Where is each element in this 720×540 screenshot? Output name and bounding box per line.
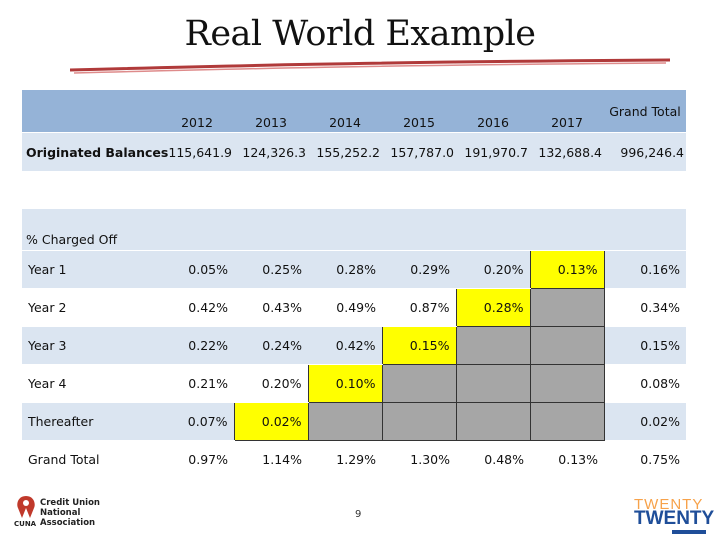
pct-cell: 0.05%	[160, 250, 234, 289]
logo-bar	[672, 530, 706, 534]
header-blank	[22, 90, 160, 133]
pct-cell: 0.25%	[234, 250, 308, 289]
balance-cell: 124,326.3	[234, 132, 308, 172]
pct-cell: 0.49%	[308, 288, 382, 327]
twenty-twenty-logo: TWENTY TWENTY	[634, 496, 714, 534]
balance-cell: 115,641.9	[160, 132, 234, 172]
pct-cell: 0.28%	[308, 250, 382, 289]
pct-cell: 0.87%	[382, 288, 456, 327]
pct-cell: 0.08%	[604, 364, 686, 403]
pct-cell: 1.29%	[308, 440, 382, 479]
pct-cell-highlighted: 0.13%	[529, 250, 605, 289]
pct-cell: 0.15%	[604, 326, 686, 365]
balance-cell: 191,970.7	[456, 132, 530, 172]
pct-cell-highlighted: 0.28%	[455, 288, 531, 327]
empty-cell	[529, 364, 605, 403]
pct-cell-highlighted: 0.15%	[381, 326, 457, 365]
empty-cell	[455, 402, 531, 441]
charged-off-heading-row: % Charged Off	[22, 208, 686, 251]
pct-cell: 0.13%	[530, 440, 604, 479]
pct-cell-highlighted: 0.02%	[233, 402, 309, 441]
balance-cell: 157,787.0	[382, 132, 456, 172]
cuna-mark-icon	[17, 496, 35, 518]
empty-cell	[529, 326, 605, 365]
cuna-logo: Credit Union National Association CUNA	[14, 494, 104, 534]
balance-cell: 132,688.4	[530, 132, 604, 172]
charge-off-table: 2012 2013 2014 2015 2016 2017 Grand Tota…	[22, 90, 686, 479]
pct-cell: 0.75%	[604, 440, 686, 479]
section-label: % Charged Off	[22, 208, 686, 251]
empty-cell	[381, 402, 457, 441]
pct-cell: 0.24%	[234, 326, 308, 365]
pct-cell: 1.14%	[234, 440, 308, 479]
page-number: 9	[355, 509, 362, 520]
table-row: Thereafter 0.07% 0.02% 0.02%	[22, 402, 686, 441]
cuna-logo-text: Credit Union National Association	[40, 498, 100, 528]
pct-cell: 0.42%	[308, 326, 382, 365]
row-label: Thereafter	[22, 402, 160, 441]
header-grand-total: Grand Total	[604, 90, 686, 133]
originated-balances-row: Originated Balances 115,641.9 124,326.3 …	[22, 132, 686, 172]
pct-cell: 0.02%	[604, 402, 686, 441]
empty-cell	[381, 364, 457, 403]
row-label: Year 1	[22, 250, 160, 289]
empty-cell	[455, 364, 531, 403]
empty-cell	[455, 326, 531, 365]
pct-cell-highlighted: 0.10%	[307, 364, 383, 403]
pct-cell: 0.22%	[160, 326, 234, 365]
logo-text-top: TWENTY	[634, 496, 704, 513]
pct-cell: 0.29%	[382, 250, 456, 289]
header-year: 2015	[382, 90, 456, 133]
pct-cell: 0.07%	[160, 402, 234, 441]
spacer-row	[22, 171, 686, 209]
table-row: Year 2 0.42% 0.43% 0.49% 0.87% 0.28% 0.3…	[22, 288, 686, 327]
balance-cell: 155,252.2	[308, 132, 382, 172]
header-year: 2013	[234, 90, 308, 133]
logo-text-bottom: TWENTY	[634, 508, 715, 529]
table-row: Year 3 0.22% 0.24% 0.42% 0.15% 0.15%	[22, 326, 686, 365]
empty-cell	[529, 402, 605, 441]
row-label: Year 3	[22, 326, 160, 365]
slide-title: Real World Example	[184, 14, 536, 54]
cuna-logo-short: CUNA	[14, 520, 37, 528]
pct-cell: 0.20%	[456, 250, 530, 289]
header-year: 2012	[160, 90, 234, 133]
pct-cell: 0.97%	[160, 440, 234, 479]
grand-total-row: Grand Total 0.97% 1.14% 1.29% 1.30% 0.48…	[22, 440, 686, 479]
pct-cell: 0.42%	[160, 288, 234, 327]
header-year: 2017	[530, 90, 604, 133]
pct-cell: 0.21%	[160, 364, 234, 403]
empty-cell	[307, 402, 383, 441]
pct-cell: 0.34%	[604, 288, 686, 327]
row-label: Year 2	[22, 288, 160, 327]
header-row: 2012 2013 2014 2015 2016 2017 Grand Tota…	[22, 90, 686, 133]
pct-cell: 0.20%	[234, 364, 308, 403]
row-label: Year 4	[22, 364, 160, 403]
row-label: Originated Balances	[22, 132, 168, 172]
row-label: Grand Total	[22, 440, 160, 479]
pct-cell: 1.30%	[382, 440, 456, 479]
pct-cell: 0.43%	[234, 288, 308, 327]
pct-cell: 0.48%	[456, 440, 530, 479]
balance-cell: 996,246.4	[604, 132, 686, 172]
header-year: 2016	[456, 90, 530, 133]
table-row: Year 4 0.21% 0.20% 0.10% 0.08%	[22, 364, 686, 403]
pct-cell: 0.16%	[604, 250, 686, 289]
table-row: Year 1 0.05% 0.25% 0.28% 0.29% 0.20% 0.1…	[22, 250, 686, 289]
title-underline	[70, 58, 670, 74]
header-year: 2014	[308, 90, 382, 133]
empty-cell	[529, 288, 605, 327]
